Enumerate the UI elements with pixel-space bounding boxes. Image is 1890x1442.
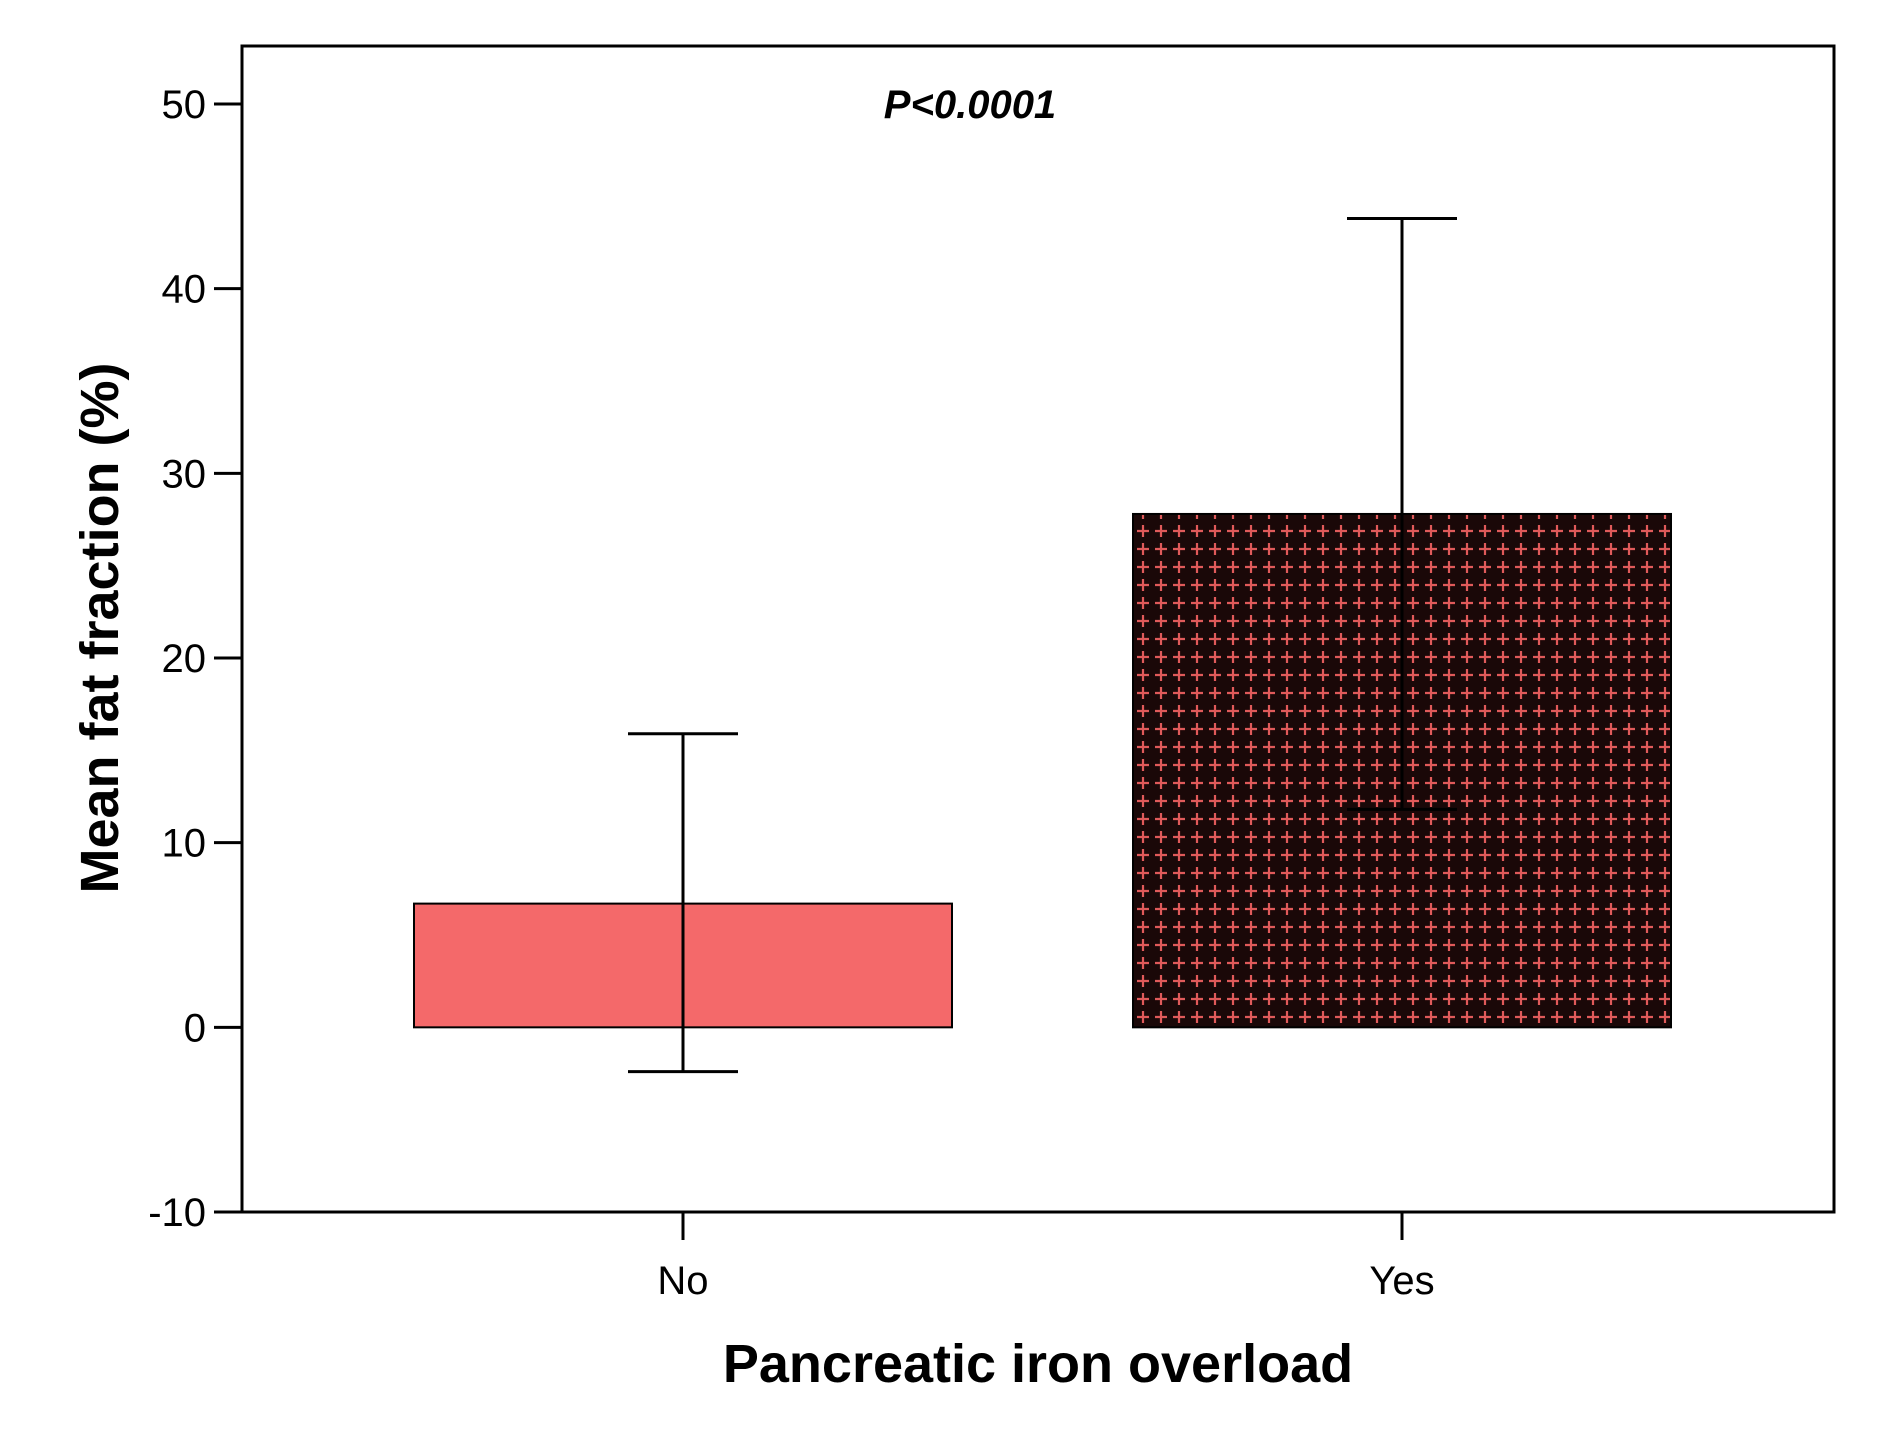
y-tick-label: 50 bbox=[162, 83, 207, 127]
x-tick-label: No bbox=[657, 1259, 708, 1303]
y-tick-label: 40 bbox=[162, 268, 207, 312]
x-tick-label: Yes bbox=[1369, 1259, 1434, 1303]
y-axis-title: Mean fat fraction (%) bbox=[70, 362, 130, 893]
x-axis: No Yes bbox=[657, 1212, 1435, 1303]
bars bbox=[413, 216, 1672, 1074]
y-tick-label: 0 bbox=[184, 1006, 206, 1050]
y-tick-label: 30 bbox=[162, 452, 207, 496]
x-axis-title: Pancreatic iron overload bbox=[723, 1334, 1353, 1394]
p-value-annotation: P<0.0001 bbox=[884, 83, 1056, 127]
y-tick-label: -10 bbox=[148, 1191, 206, 1235]
y-tick-label: 20 bbox=[162, 637, 207, 681]
plot-frame bbox=[240, 44, 1836, 1214]
y-axis: -10 0 10 20 30 40 50 bbox=[148, 83, 242, 1235]
y-tick-label: 10 bbox=[162, 822, 207, 866]
